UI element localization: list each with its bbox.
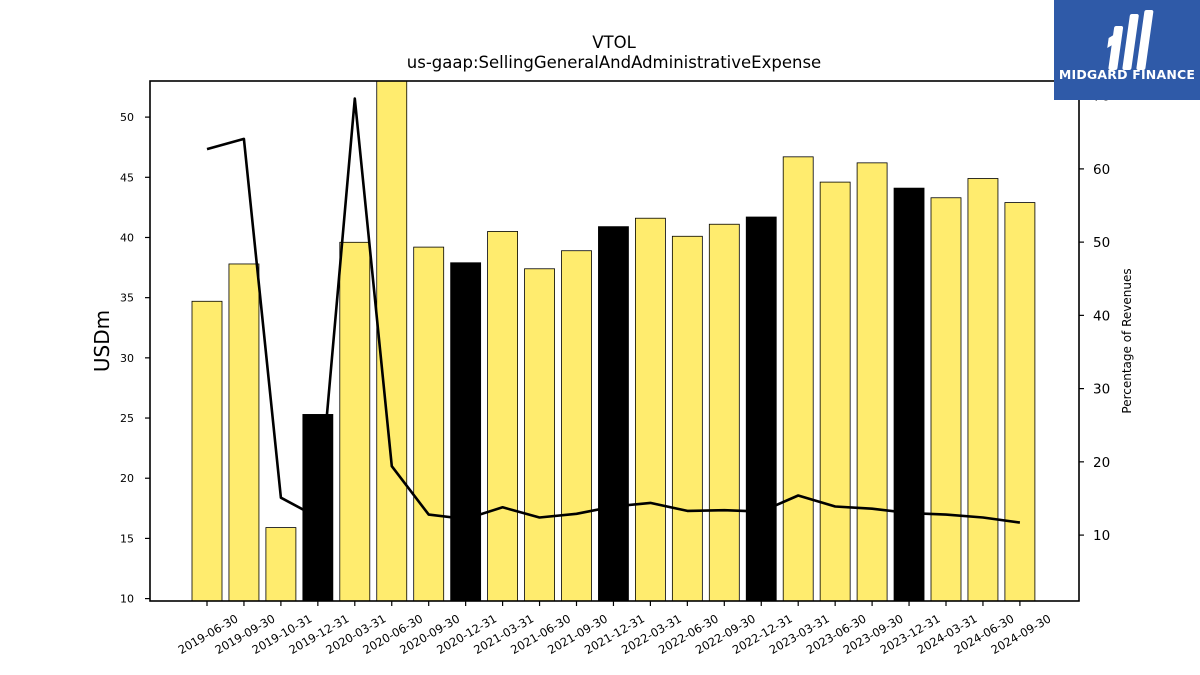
y-tick-label: 10 — [120, 593, 134, 606]
bar-2019-10-31 — [265, 527, 297, 602]
y-axis-right: 10203040506070 — [1079, 89, 1110, 544]
y-tick-label: 25 — [120, 412, 134, 425]
y-tick-label: 20 — [120, 472, 134, 485]
y-tick-label: 50 — [120, 111, 134, 124]
bar-2023-12-31 — [893, 187, 925, 602]
y-tick-label: 45 — [120, 171, 134, 184]
bar-2023-03-31 — [782, 156, 814, 602]
bar-2021-06-30 — [524, 268, 555, 602]
y2-tick-label: 30 — [1093, 382, 1110, 398]
bar-2021-12-31 — [598, 226, 629, 602]
bar-layer — [191, 80, 1036, 602]
chart-title: VTOL — [592, 33, 636, 52]
y2-tick-label: 10 — [1093, 528, 1110, 544]
percentage-line — [206, 97, 1021, 524]
y-axis-label: USDm — [90, 310, 114, 372]
bar-2022-06-30 — [671, 235, 703, 602]
chart-subtitle: us-gaap:SellingGeneralAndAdministrativeE… — [407, 53, 821, 72]
bar-2023-06-30 — [819, 181, 851, 602]
logo-mark-icon — [1107, 10, 1154, 70]
bar-2024-03-31 — [930, 197, 962, 602]
y2-tick-label: 60 — [1093, 162, 1110, 178]
bar-2023-09-30 — [856, 162, 888, 602]
plot-frame — [149, 80, 1080, 602]
bar-2020-09-30 — [413, 246, 445, 602]
bar-2021-09-30 — [561, 250, 592, 602]
bar-2022-12-31 — [745, 216, 777, 602]
y-tick-label: 40 — [120, 231, 134, 244]
bar-2024-06-30 — [967, 178, 999, 602]
y-axis-left: 10 15 20 25 30 35 40 45 50 — [120, 111, 150, 606]
logo: MIDGARD FINANCE — [1054, 0, 1200, 100]
line-layer — [206, 97, 1021, 524]
bar-2019-06-30 — [191, 300, 223, 602]
y2-axis-label: Percentage of Revenues — [1120, 268, 1134, 413]
y-tick-label: 35 — [120, 292, 134, 305]
y-tick-label: 30 — [120, 352, 134, 365]
bar-2020-03-31 — [339, 241, 371, 602]
y2-tick-label: 50 — [1093, 235, 1110, 251]
y2-tick-label: 40 — [1093, 308, 1110, 324]
bar-2020-12-31 — [450, 262, 482, 602]
bar-2022-09-30 — [708, 223, 740, 602]
logo-text: MIDGARD FINANCE — [1058, 67, 1196, 82]
bar-2021-03-31 — [487, 231, 519, 602]
x-axis: 2019-06-302019-09-302019-10-312019-12-31… — [176, 601, 1053, 657]
bar-2019-09-30 — [228, 263, 260, 602]
bar-2022-03-31 — [635, 217, 666, 602]
y-tick-label: 15 — [120, 532, 134, 545]
bar-2024-09-30 — [1004, 202, 1036, 602]
y2-tick-label: 20 — [1093, 455, 1110, 471]
bar-2020-06-30 — [376, 80, 408, 602]
